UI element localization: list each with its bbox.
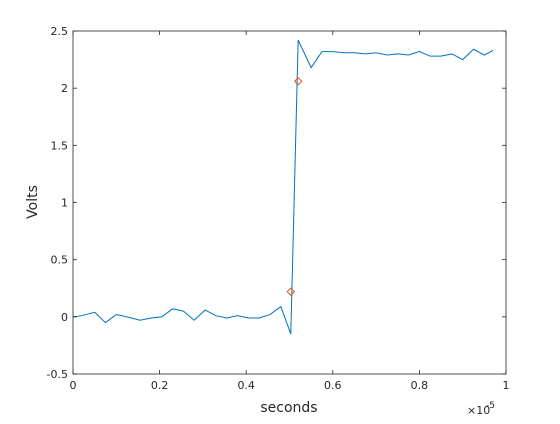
y-tick-label: 1.5 bbox=[51, 139, 69, 152]
data-marker-1 bbox=[286, 287, 296, 296]
x-tick-label: 0 bbox=[70, 379, 77, 392]
y-tick-label: 1 bbox=[61, 197, 68, 210]
plot-area bbox=[72, 31, 506, 374]
y-tick-label: 2 bbox=[61, 82, 68, 95]
x-tick-label: 1 bbox=[503, 379, 510, 392]
x-tick-label: 0.4 bbox=[237, 379, 255, 392]
x-exponent-label: ×10 -5 bbox=[467, 401, 495, 417]
y-tick-label: -0.5 bbox=[47, 368, 68, 381]
x-axis-label: seconds bbox=[260, 400, 317, 416]
y-tick-label: 2.5 bbox=[51, 25, 69, 38]
x-exponent-base: ×10 bbox=[467, 404, 490, 417]
y-tick-label: 0 bbox=[61, 311, 68, 324]
plot-background bbox=[73, 31, 506, 374]
axes: 0 0.2 0.4 0.6 0.8 1-0.500.511.522.5 bbox=[47, 25, 510, 392]
x-tick-label: 0.2 bbox=[151, 379, 169, 392]
data-marker-2 bbox=[293, 76, 303, 86]
series-line-1 bbox=[72, 39, 494, 335]
x-tick-label: 0.8 bbox=[411, 379, 429, 392]
y-tick-label: 0.5 bbox=[51, 254, 69, 267]
x-exponent-power: -5 bbox=[486, 401, 495, 411]
x-tick-label: 0.6 bbox=[324, 379, 342, 392]
y-axis-label: Volts bbox=[25, 185, 41, 219]
